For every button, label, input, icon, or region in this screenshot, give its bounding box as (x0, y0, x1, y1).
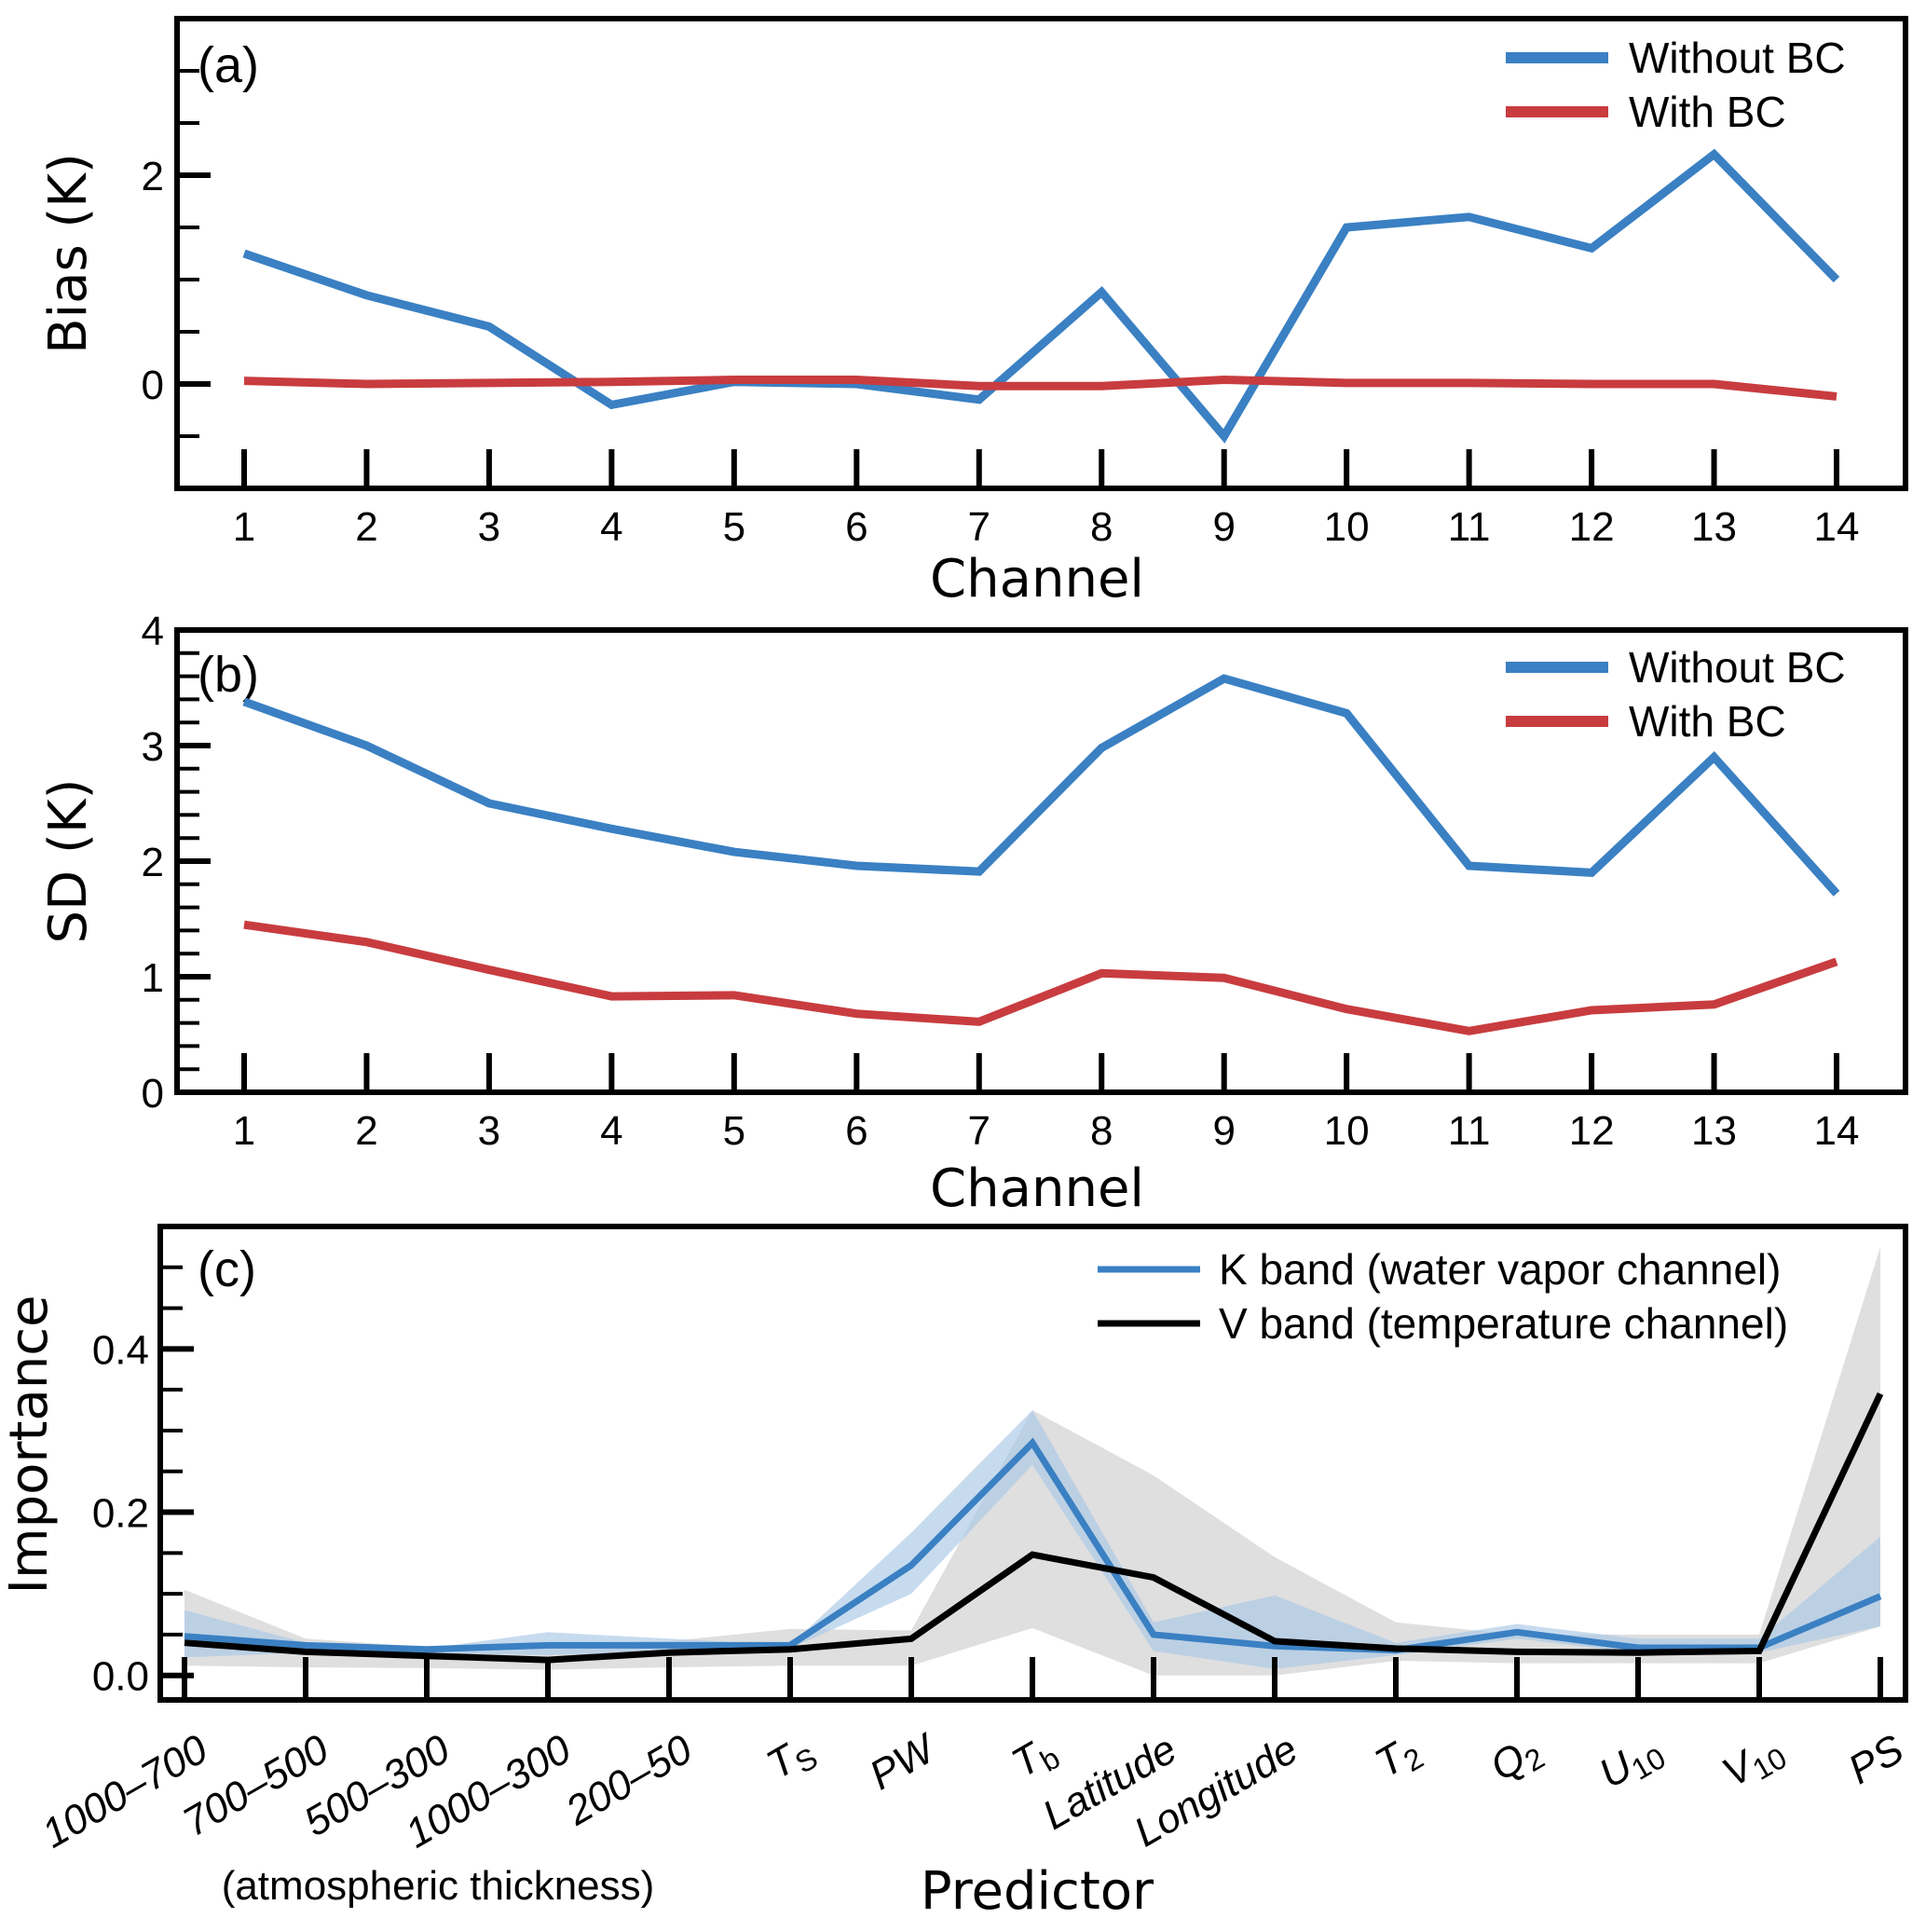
x-tick-label: 7 (968, 504, 990, 550)
x-tick-label: 7 (968, 1108, 990, 1154)
x-tick-label: 3 (478, 504, 500, 550)
x-tick-label: 13 (1691, 504, 1737, 550)
panel-a-ylabel: Bias (K) (38, 153, 99, 354)
panel-a-label: (a) (198, 37, 259, 93)
x-tick-label: 8 (1090, 1108, 1113, 1154)
x-tick-label: 12 (1569, 504, 1615, 550)
x-tick-label: 1 (233, 1108, 255, 1154)
x-tick-label: 1 (233, 504, 255, 550)
panel-c-label: (c) (198, 1241, 256, 1297)
x-category-label: PW (862, 1724, 945, 1799)
series-line-with-bc (243, 920, 1838, 1035)
panel-c-ylabel: Importance (0, 1295, 60, 1595)
x-category-label: V10 (1714, 1726, 1792, 1800)
x-category-label: T2 (1368, 1726, 1429, 1790)
x-tick-label: 5 (723, 504, 745, 550)
x-tick-label: 2 (355, 504, 377, 550)
x-tick-label: 10 (1324, 1108, 1370, 1154)
x-category-label: U10 (1591, 1726, 1671, 1801)
x-category-label: Tb (1004, 1726, 1066, 1790)
panel-b-xlabel: Channel (930, 1158, 1144, 1219)
x-tick-label: 8 (1090, 504, 1113, 550)
x-tick-label: 9 (1212, 1108, 1235, 1154)
x-category-label: Q2 (1482, 1726, 1550, 1794)
legend-label-with-bc: With BC (1629, 88, 1786, 136)
x-tick-label: 10 (1324, 504, 1370, 550)
x-tick-label: 6 (845, 1108, 867, 1154)
series-line-without-bc (242, 674, 1840, 897)
x-tick-label: 9 (1212, 504, 1235, 550)
x-tick-label: 12 (1569, 1108, 1615, 1154)
panel-a-bias: (a) Bias (K) Channel 1 2 3 4 5 6 7 8 9 10 11 12 13 14… (38, 16, 1908, 610)
panel-c-xlabel: Predictor (921, 1861, 1154, 1922)
panel-b-label: (b) (198, 647, 259, 703)
y-tick-label: 0 (142, 1071, 164, 1117)
x-tick-label: 4 (600, 504, 622, 550)
y-tick-label: 2 (142, 154, 164, 199)
y-tick-label: 2 (142, 840, 164, 885)
x-tick-label: 13 (1691, 1108, 1737, 1154)
x-tick-label: 11 (1448, 504, 1491, 550)
x-tick-label: 6 (845, 504, 867, 550)
x-category-label: 1000–700 (34, 1726, 215, 1857)
panel-b-ylabel: SD (K) (38, 779, 99, 944)
panel-b-sd: (b) SD (K) Channel 1 2 3 4 5 6 7 8 9 10 11 12 13 1401… (38, 609, 1908, 1219)
y-tick-label: 1 (142, 955, 164, 1001)
panel-a-frame (174, 16, 1908, 491)
y-tick-label: 3 (142, 724, 164, 770)
panel-a-xlabel: Channel (930, 549, 1144, 610)
panel-c-importance: (c) Importance Predictor (atmospheric th… (0, 1224, 1911, 1922)
x-tick-label: 14 (1814, 1108, 1860, 1154)
panel-b-legend: Without BC With BC (1506, 643, 1846, 746)
y-tick-label: 0 (142, 363, 164, 408)
y-tick-label: 4 (142, 609, 164, 654)
legend-label-k-band: K band (water vapor channel) (1219, 1245, 1781, 1294)
panel-c-atmospheric-note: (atmospheric thickness) (222, 1863, 655, 1909)
legend-label-with-bc: With BC (1629, 697, 1786, 746)
x-category-label: PS (1841, 1726, 1911, 1793)
x-tick-label: 4 (600, 1108, 622, 1154)
legend-label-without-bc: Without BC (1629, 643, 1846, 692)
series-line-without-bc (242, 148, 1840, 444)
panel-a-legend: Without BC With BC (1506, 34, 1846, 136)
y-tick-label: 0.4 (92, 1327, 149, 1373)
x-tick-label: 2 (355, 1108, 377, 1154)
x-tick-label: 3 (478, 1108, 500, 1154)
y-tick-label: 0.2 (92, 1491, 149, 1537)
legend-label-without-bc: Without BC (1629, 34, 1846, 82)
uncertainty-band-k-band (184, 1410, 1880, 1669)
legend-label-v-band: V band (temperature channel) (1219, 1299, 1788, 1348)
panel-c-legend: K band (water vapor channel) V band (tem… (1098, 1245, 1788, 1348)
x-category-label: 200–50 (557, 1726, 700, 1835)
x-tick-label: 11 (1448, 1108, 1491, 1154)
series-line-with-bc (243, 376, 1837, 401)
x-tick-label: 14 (1814, 504, 1860, 550)
x-category-label: TS (759, 1726, 824, 1792)
x-tick-label: 5 (723, 1108, 745, 1154)
y-tick-label: 0.0 (92, 1654, 149, 1700)
